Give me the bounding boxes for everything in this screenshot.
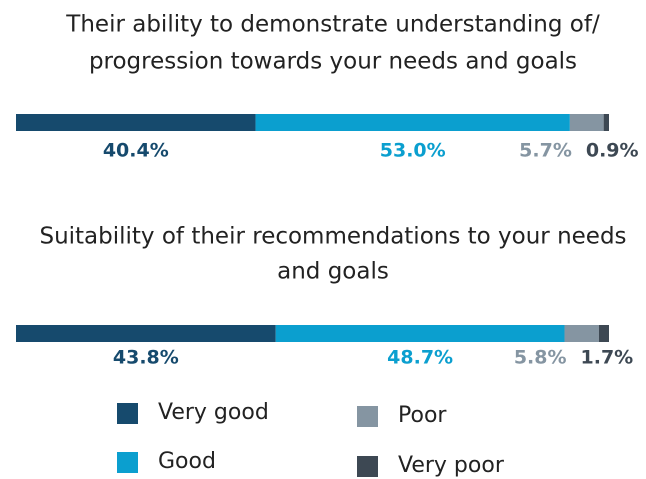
legend-swatch	[117, 403, 138, 424]
legend-swatch	[117, 452, 138, 473]
value-label: 5.8%	[514, 347, 567, 369]
bar-segment	[16, 114, 256, 131]
bar-segment	[275, 325, 565, 342]
legend-label: Poor	[398, 403, 447, 428]
bar-segment	[569, 114, 604, 131]
value-label: 53.0%	[380, 140, 446, 162]
bar-segment	[598, 325, 609, 342]
chart-title: and goals	[277, 259, 389, 285]
legend-swatch	[357, 406, 378, 427]
value-label: 40.4%	[103, 140, 169, 162]
chart-title: Their ability to demonstrate understandi…	[65, 12, 600, 38]
legend-label: Very poor	[398, 453, 505, 478]
legend-swatch	[357, 456, 378, 477]
chart-title: progression towards your needs and goals	[89, 49, 577, 75]
legend-label: Very good	[158, 400, 269, 425]
value-label: 48.7%	[387, 347, 453, 369]
value-label: 43.8%	[113, 347, 179, 369]
value-label: 5.7%	[519, 140, 572, 162]
chart-title: Suitability of their recommendations to …	[39, 224, 626, 250]
bar-segment	[16, 325, 276, 342]
bar-segment	[603, 114, 609, 131]
value-label: 1.7%	[581, 347, 634, 369]
value-label: 0.9%	[586, 140, 639, 162]
legend-label: Good	[158, 449, 216, 474]
bar-segment	[255, 114, 570, 131]
bar-segment	[564, 325, 599, 342]
